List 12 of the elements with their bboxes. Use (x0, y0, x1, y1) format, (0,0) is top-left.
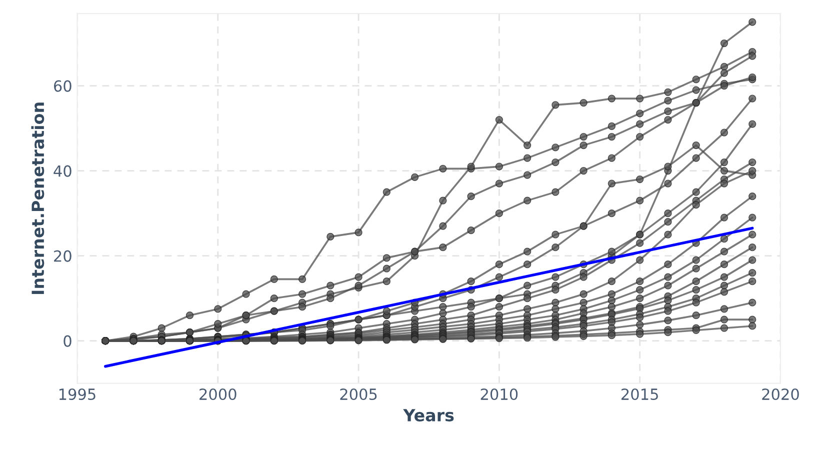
y-tick-label: 0 (64, 335, 72, 347)
x-tick-label: 1995 (59, 388, 96, 400)
y-tick-label: 20 (54, 250, 72, 262)
x-tick-label: 2020 (762, 388, 799, 400)
y-tick-label: 40 (54, 165, 72, 177)
x-axis-title: Years (403, 409, 454, 422)
y-tick-label: 60 (54, 80, 72, 92)
x-tick-label: 2015 (622, 388, 658, 400)
x-tick-label: 2005 (340, 388, 377, 400)
y-axis-title: Internet.Penetration (31, 102, 44, 294)
x-tick-label: 2010 (480, 388, 518, 400)
x-tick-label: 2000 (200, 388, 236, 400)
